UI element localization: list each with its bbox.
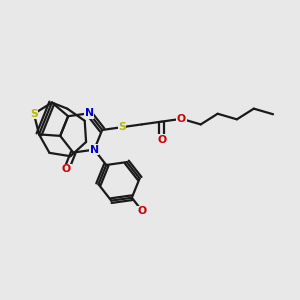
Text: O: O (157, 135, 166, 145)
Text: N: N (90, 145, 99, 154)
Text: N: N (85, 108, 94, 118)
Text: O: O (177, 114, 186, 124)
Text: O: O (62, 164, 71, 174)
Text: O: O (138, 206, 147, 216)
Text: S: S (30, 109, 38, 119)
Text: S: S (118, 122, 126, 132)
